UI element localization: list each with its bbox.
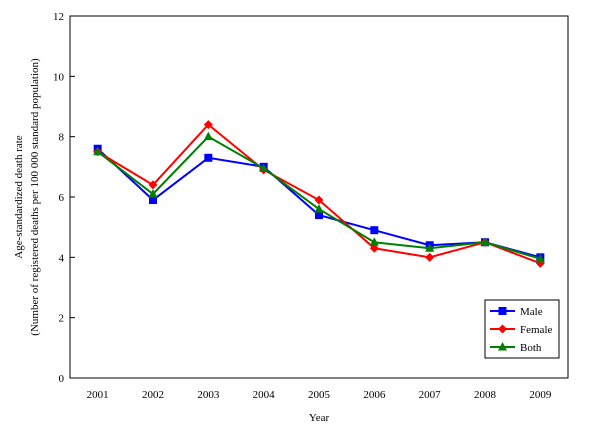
y-tick-label: 2	[59, 313, 65, 325]
data-point-both	[203, 131, 213, 141]
x-tick-label: 2005	[308, 389, 331, 401]
x-tick-label: 2008	[474, 389, 497, 401]
x-tick-label: 2002	[142, 389, 164, 401]
data-point-female	[148, 180, 158, 190]
data-point-female	[314, 195, 324, 205]
y-tick-label: 6	[59, 192, 65, 204]
data-point-male	[204, 153, 213, 162]
y-tick-label: 0	[59, 373, 65, 385]
data-point-female	[425, 252, 435, 262]
legend-label-female: Female	[520, 324, 552, 336]
x-tick-label: 2001	[87, 389, 109, 401]
y-axis-title: Age-standardized death rate (Number of r…	[13, 58, 41, 336]
y-axis-label: Age-standardized death rate	[13, 135, 25, 258]
data-point-both	[425, 243, 435, 252]
data-point-both	[314, 204, 324, 213]
x-tick-label: 2007	[419, 389, 442, 401]
x-tick-label: 2006	[363, 389, 386, 401]
data-point-male	[370, 226, 379, 235]
x-axis-label: Year	[309, 412, 330, 424]
data-point-both	[259, 163, 269, 172]
y-tick-label: 8	[59, 132, 65, 144]
data-point-male	[315, 211, 323, 220]
legend-marker-both	[498, 342, 507, 351]
y-tick-label: 4	[59, 252, 65, 264]
y-tick-label: 10	[53, 71, 65, 83]
data-point-female	[369, 243, 379, 253]
legend-marker-female	[498, 324, 507, 334]
data-point-both	[148, 188, 158, 198]
legend-label-both: Both	[520, 342, 542, 354]
data-point-male	[149, 196, 157, 205]
data-point-both	[535, 253, 545, 263]
y-axis-label-units: (Number of registered deaths per 100 000…	[29, 58, 41, 336]
legend-marker-male	[498, 307, 507, 315]
legend-label-male: Male	[520, 306, 543, 318]
data-point-female	[203, 120, 213, 130]
x-tick-label: 2003	[197, 389, 220, 401]
y-tick-label: 12	[53, 11, 64, 23]
x-tick-label: 2009	[529, 389, 552, 401]
data-point-both	[369, 237, 379, 246]
data-point-both	[480, 237, 490, 246]
x-tick-label: 2004	[253, 389, 276, 401]
data-point-both	[93, 146, 103, 156]
